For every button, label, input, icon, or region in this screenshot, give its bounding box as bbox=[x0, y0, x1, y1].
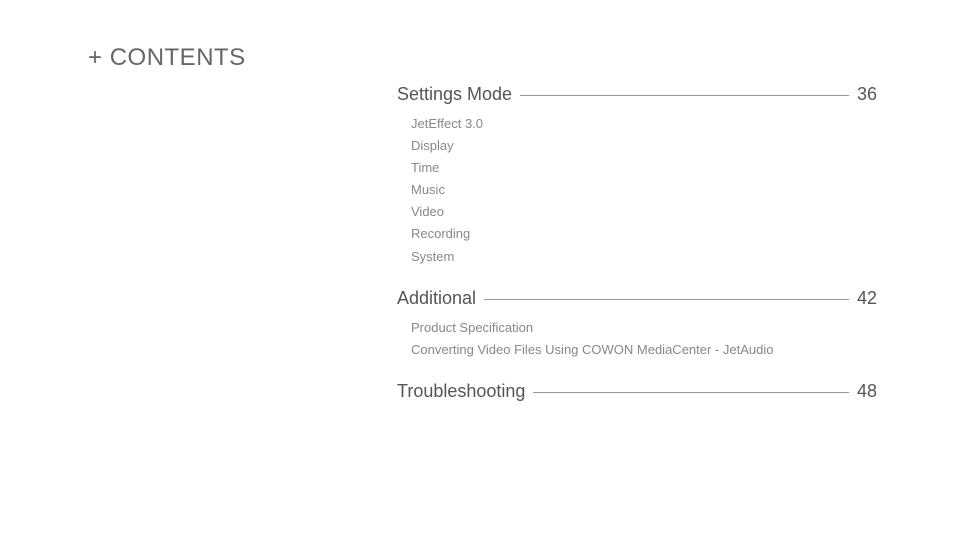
subitem: System bbox=[411, 246, 877, 268]
subitem: JetEffect 3.0 bbox=[411, 113, 877, 135]
toc-section: Additional 42 Product Specification Conv… bbox=[397, 288, 877, 361]
subitem: Display bbox=[411, 135, 877, 157]
section-title: Troubleshooting bbox=[397, 381, 525, 402]
page-number: 48 bbox=[857, 381, 877, 402]
section-subitems: JetEffect 3.0 Display Time Music Video R… bbox=[411, 113, 877, 268]
section-header: Additional 42 bbox=[397, 288, 877, 309]
page-title: + CONTENTS bbox=[88, 44, 246, 72]
plus-symbol: + bbox=[88, 44, 103, 71]
section-header: Troubleshooting 48 bbox=[397, 381, 877, 402]
section-title: Settings Mode bbox=[397, 84, 512, 105]
subitem: Recording bbox=[411, 223, 877, 245]
subitem: Product Specification bbox=[411, 317, 877, 339]
leader-line bbox=[484, 299, 849, 300]
subitem: Converting Video Files Using COWON Media… bbox=[411, 339, 877, 361]
subitem: Music bbox=[411, 179, 877, 201]
section-header: Settings Mode 36 bbox=[397, 84, 877, 105]
toc-section: Settings Mode 36 JetEffect 3.0 Display T… bbox=[397, 84, 877, 268]
leader-line bbox=[533, 392, 849, 393]
leader-line bbox=[520, 95, 849, 96]
table-of-contents: Settings Mode 36 JetEffect 3.0 Display T… bbox=[397, 84, 877, 422]
page-number: 42 bbox=[857, 288, 877, 309]
subitem: Time bbox=[411, 157, 877, 179]
section-subitems: Product Specification Converting Video F… bbox=[411, 317, 877, 361]
section-title: Additional bbox=[397, 288, 476, 309]
toc-section: Troubleshooting 48 bbox=[397, 381, 877, 402]
contents-label: CONTENTS bbox=[110, 44, 246, 71]
subitem: Video bbox=[411, 201, 877, 223]
page-number: 36 bbox=[857, 84, 877, 105]
